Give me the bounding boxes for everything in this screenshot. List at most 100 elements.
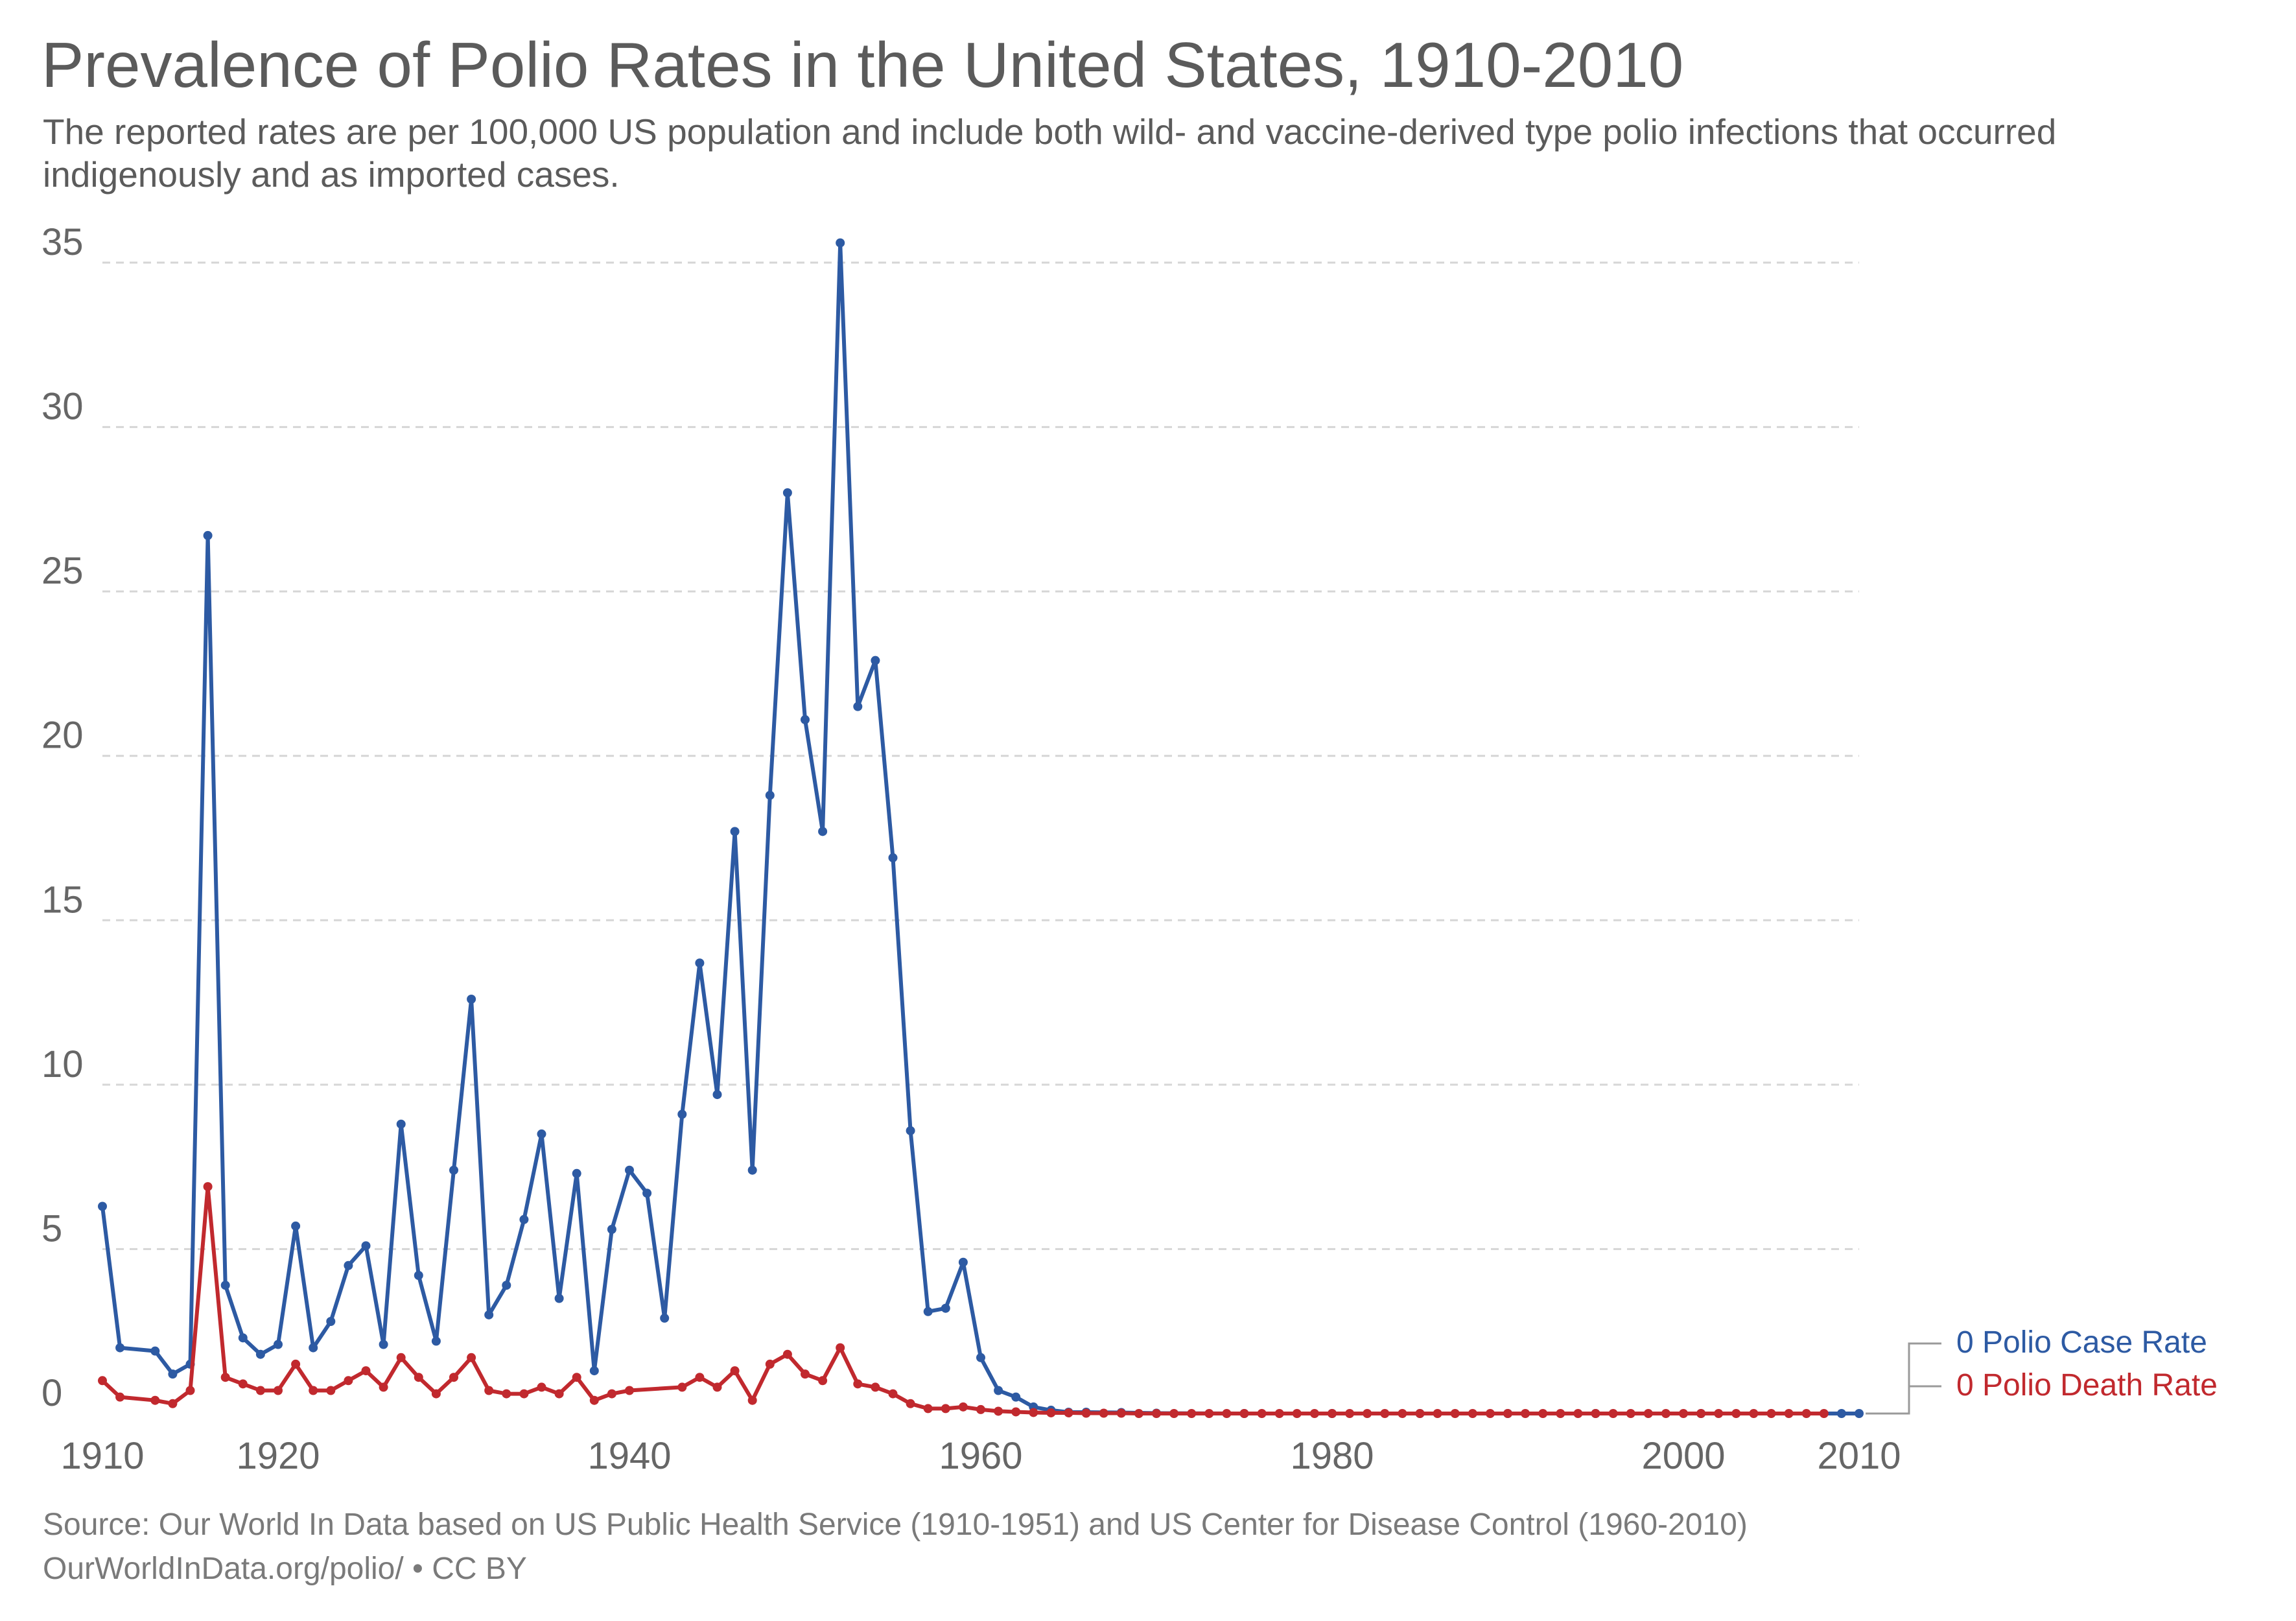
data-point <box>1714 1409 1724 1418</box>
data-point <box>168 1369 178 1379</box>
data-point <box>677 1109 687 1119</box>
legend: 0 Polio Case Rate 0 Polio Death Rate <box>1866 1325 2218 1415</box>
data-point <box>1749 1409 1759 1418</box>
data-point <box>1696 1409 1706 1418</box>
data-point <box>958 1402 968 1412</box>
data-point <box>888 853 898 862</box>
data-point <box>379 1340 388 1349</box>
data-point <box>150 1346 160 1356</box>
data-point <box>449 1165 458 1175</box>
data-point <box>484 1386 494 1395</box>
data-point <box>1309 1409 1319 1418</box>
data-point <box>994 1386 1003 1395</box>
y-tick-label: 5 <box>41 1207 62 1249</box>
data-point <box>923 1307 933 1316</box>
data-point <box>220 1373 230 1382</box>
data-point <box>1538 1409 1548 1418</box>
data-point <box>1503 1409 1512 1418</box>
data-point <box>607 1389 616 1399</box>
data-point <box>1819 1409 1829 1418</box>
data-point <box>1661 1409 1670 1418</box>
data-point <box>765 790 775 800</box>
data-point <box>976 1353 985 1362</box>
data-point <box>1836 1409 1846 1418</box>
data-point <box>695 1373 705 1382</box>
legend-label: 0 Polio Death Rate <box>1956 1368 2218 1402</box>
data-point <box>976 1404 985 1414</box>
data-point <box>115 1392 125 1402</box>
data-point <box>1468 1409 1477 1418</box>
data-point <box>1380 1409 1390 1418</box>
data-point <box>1081 1408 1091 1418</box>
data-point <box>1626 1409 1635 1418</box>
series-layer <box>98 238 1864 1418</box>
data-point <box>1855 1409 1864 1418</box>
data-point <box>730 1366 740 1376</box>
x-tick-label: 1920 <box>236 1435 320 1477</box>
data-point <box>1222 1409 1232 1418</box>
data-point <box>836 1343 845 1353</box>
data-point <box>871 1382 880 1392</box>
y-tick-label: 15 <box>41 879 84 921</box>
data-point <box>1363 1409 1372 1418</box>
data-point <box>712 1382 722 1392</box>
data-point <box>203 1182 213 1192</box>
data-point <box>484 1310 494 1319</box>
data-point <box>1398 1409 1407 1418</box>
data-point <box>255 1386 265 1395</box>
data-point <box>1573 1409 1583 1418</box>
data-point <box>1064 1408 1073 1417</box>
data-point <box>782 1349 792 1359</box>
data-point <box>1029 1408 1038 1417</box>
data-point <box>1766 1409 1776 1418</box>
data-point <box>994 1406 1003 1416</box>
data-point <box>801 715 810 724</box>
x-tick-label: 1910 <box>60 1435 144 1477</box>
data-point <box>1801 1409 1811 1418</box>
data-point <box>1608 1409 1618 1418</box>
data-point <box>1521 1409 1530 1418</box>
data-point <box>888 1389 898 1399</box>
data-point <box>1187 1409 1197 1418</box>
data-point <box>1204 1409 1214 1418</box>
data-point <box>519 1214 529 1224</box>
data-point <box>396 1119 406 1129</box>
data-point <box>871 656 880 665</box>
chart-subtitle: The reported rates are per 100,000 US po… <box>43 112 2057 195</box>
data-point <box>98 1201 107 1211</box>
data-point <box>274 1340 283 1349</box>
x-tick-label: 1960 <box>939 1435 1022 1477</box>
data-point <box>537 1382 546 1392</box>
data-point <box>554 1389 564 1399</box>
data-point <box>589 1366 599 1376</box>
data-point <box>431 1336 441 1346</box>
data-point <box>1485 1409 1495 1418</box>
data-point <box>660 1313 670 1323</box>
data-point <box>185 1386 195 1395</box>
data-point <box>1556 1409 1565 1418</box>
data-point <box>291 1359 301 1369</box>
y-tick-label: 10 <box>41 1043 84 1085</box>
data-point <box>537 1129 546 1139</box>
data-point <box>1239 1409 1249 1418</box>
data-point <box>326 1386 336 1395</box>
x-tick-label: 2010 <box>1817 1435 1901 1477</box>
data-point <box>396 1353 406 1362</box>
data-point <box>519 1389 529 1399</box>
data-point <box>677 1382 687 1392</box>
data-point <box>309 1343 318 1353</box>
data-point <box>467 995 476 1004</box>
data-point <box>836 238 845 248</box>
data-point <box>818 827 828 836</box>
data-point <box>765 1359 775 1369</box>
x-tick-label: 1980 <box>1290 1435 1374 1477</box>
data-point <box>467 1353 476 1362</box>
data-point <box>361 1241 371 1251</box>
x-tick-label: 2000 <box>1641 1435 1725 1477</box>
footer: Source: Our World In Data based on US Pu… <box>43 1503 1748 1591</box>
data-point <box>255 1349 265 1359</box>
site-credit: OurWorldInData.org/polio/ • CC BY <box>43 1552 527 1586</box>
data-point <box>449 1373 458 1382</box>
data-point <box>502 1281 511 1290</box>
